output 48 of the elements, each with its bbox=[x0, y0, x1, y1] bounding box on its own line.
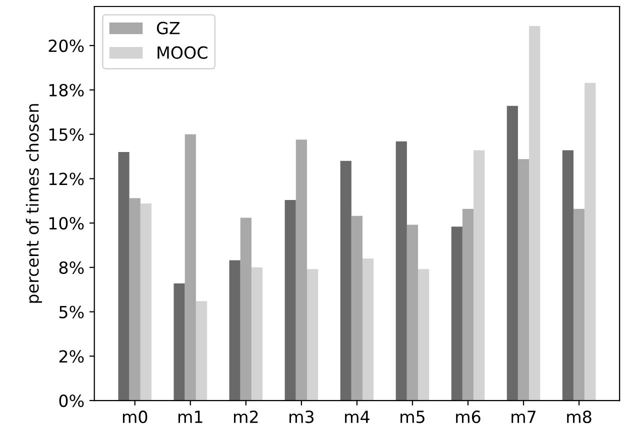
y-axis-title: percent of times chosen bbox=[26, 104, 42, 303]
bar bbox=[573, 208, 585, 401]
x-tick-label: m5 bbox=[400, 410, 424, 424]
x-tick-label: m8 bbox=[567, 410, 592, 424]
bar bbox=[184, 134, 196, 401]
y-tick-label: 10% bbox=[49, 216, 84, 230]
legend-label: GZ bbox=[156, 22, 180, 34]
bar bbox=[362, 258, 374, 401]
bar bbox=[296, 140, 307, 401]
bar bbox=[529, 26, 540, 401]
bar bbox=[174, 283, 185, 401]
bar bbox=[251, 267, 263, 401]
bar bbox=[118, 152, 130, 401]
bar bbox=[518, 159, 530, 401]
y-tick-label: 15% bbox=[49, 128, 84, 141]
bar bbox=[284, 200, 296, 401]
x-tick-label: m1 bbox=[178, 410, 202, 423]
x-tick-label: m6 bbox=[456, 410, 480, 424]
bar bbox=[451, 226, 462, 401]
bar bbox=[129, 198, 140, 401]
x-tick-label: m3 bbox=[290, 410, 314, 424]
bar bbox=[229, 260, 240, 401]
bar bbox=[340, 160, 352, 401]
bar bbox=[396, 141, 407, 401]
y-tick-label: 0% bbox=[59, 394, 84, 408]
y-tick-label: 8% bbox=[59, 261, 84, 274]
y-tick-label: 5% bbox=[59, 306, 84, 318]
y-tick-label: 18% bbox=[49, 84, 84, 96]
bar bbox=[140, 204, 152, 401]
bar bbox=[562, 150, 574, 401]
bar bbox=[196, 301, 208, 401]
bar bbox=[474, 150, 485, 401]
bar bbox=[240, 218, 252, 401]
bar bbox=[506, 106, 518, 401]
x-tick-label: m0 bbox=[122, 410, 148, 424]
x-tick-label: m7 bbox=[512, 410, 536, 423]
y-tick-label: 12% bbox=[49, 172, 84, 186]
bar bbox=[584, 82, 596, 401]
x-tick-label: m2 bbox=[234, 410, 258, 423]
bar bbox=[418, 269, 430, 401]
bar bbox=[462, 208, 474, 401]
x-tick-label: m4 bbox=[345, 410, 370, 423]
legend-label: MOOC bbox=[158, 46, 208, 59]
bar bbox=[306, 269, 318, 401]
y-tick-label: 20% bbox=[48, 40, 84, 52]
y-tick-label: 2% bbox=[59, 350, 84, 363]
bar bbox=[406, 224, 418, 401]
bar bbox=[351, 216, 363, 401]
